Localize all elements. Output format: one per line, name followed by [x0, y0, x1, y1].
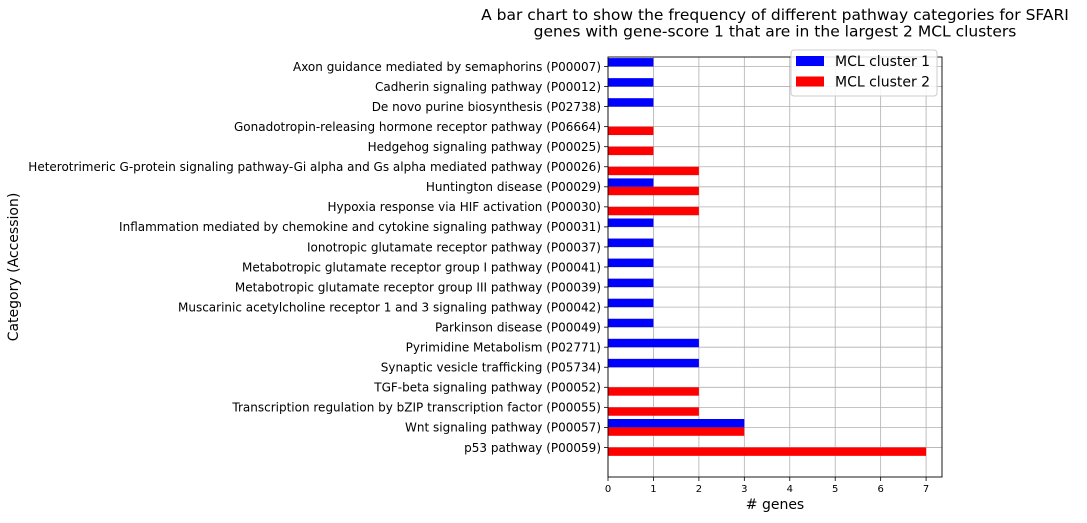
- y-tick-label-4: Hedgehog signaling pathway (P00025): [368, 140, 601, 154]
- bar-2-4: [608, 146, 654, 156]
- y-tick-label-13: Parkinson disease (P00049): [435, 320, 601, 334]
- x-axis-label: # genes: [746, 497, 804, 513]
- x-tick-label-5: 5: [832, 484, 838, 495]
- x-tick-label-4: 4: [787, 484, 793, 495]
- y-tick-label-10: Metabotropic glutamate receptor group I …: [242, 260, 601, 274]
- x-tick-label-7: 7: [923, 484, 929, 495]
- y-tick-label-2: De novo purine biosynthesis (P02738): [372, 100, 601, 114]
- y-tick-label-17: Transcription regulation by bZIP transcr…: [231, 401, 601, 415]
- y-axis-label: Category (Accession): [6, 193, 22, 342]
- y-tick-label-5: Heterotrimeric G-protein signaling pathw…: [28, 160, 601, 174]
- bar-1-2: [608, 98, 654, 107]
- legend-label-1: MCL cluster 1: [835, 54, 930, 70]
- y-tick-label-8: Inflammation mediated by chemokine and c…: [119, 220, 601, 234]
- bar-2-18: [608, 427, 745, 436]
- chart-title-line-2: genes with gene-score 1 that are in the …: [534, 23, 1017, 41]
- x-tick-label-3: 3: [741, 484, 747, 495]
- y-tick-label-18: Wnt signaling pathway (P00057): [405, 421, 601, 435]
- bar-1-10: [608, 258, 654, 267]
- bar-1-1: [608, 78, 654, 87]
- legend-swatch-2: [796, 76, 824, 87]
- bar-2-19: [608, 447, 927, 456]
- legend-label-2: MCL cluster 2: [835, 75, 930, 91]
- y-tick-label-12: Muscarinic acetylcholine receptor 1 and …: [178, 300, 601, 314]
- bar-1-18: [608, 419, 745, 428]
- y-tick-label-9: Ionotropic glutamate receptor pathway (P…: [307, 240, 601, 254]
- bar-2-6: [608, 186, 699, 196]
- bar-1-9: [608, 238, 654, 247]
- bar-2-16: [608, 387, 699, 396]
- bar-1-12: [608, 298, 654, 308]
- x-tick-label-2: 2: [696, 484, 702, 495]
- bar-1-0: [608, 58, 654, 67]
- bar-1-13: [608, 318, 654, 328]
- bar-2-5: [608, 166, 699, 176]
- x-tick-label-6: 6: [877, 484, 883, 495]
- y-tick-label-1: Cadherin signaling pathway (P00012): [375, 80, 601, 94]
- bar-2-7: [608, 206, 699, 216]
- y-tick-label-16: TGF-beta signaling pathway (P00052): [373, 381, 601, 395]
- y-tick-label-6: Huntington disease (P00029): [426, 180, 601, 194]
- bar-2-17: [608, 407, 699, 416]
- bar-1-14: [608, 338, 699, 348]
- y-tick-label-14: Pyrimidine Metabolism (P02771): [406, 341, 601, 355]
- bar-1-11: [608, 278, 654, 288]
- bar-1-6: [608, 178, 654, 187]
- y-tick-label-15: Synaptic vesicle trafficking (P05734): [381, 361, 601, 375]
- y-tick-label-19: p53 pathway (P00059): [464, 441, 601, 455]
- chart-title-line-1: A bar chart to show the frequency of dif…: [481, 6, 1069, 24]
- bar-2-3: [608, 126, 654, 136]
- y-tick-label-7: Hypoxia response via HIF activation (P00…: [327, 200, 601, 214]
- y-tick-label-11: Metabotropic glutamate receptor group II…: [235, 280, 601, 294]
- y-tick-label-3: Gonadotropin-releasing hormone receptor …: [234, 120, 601, 134]
- y-tick-label-0: Axon guidance mediated by semaphorins (P…: [293, 60, 601, 74]
- bar-1-15: [608, 358, 699, 368]
- x-tick-label-0: 0: [605, 484, 611, 495]
- bar-1-8: [608, 218, 654, 227]
- legend-box: [790, 49, 938, 97]
- legend-swatch-1: [796, 56, 824, 66]
- x-tick-label-1: 1: [650, 484, 656, 495]
